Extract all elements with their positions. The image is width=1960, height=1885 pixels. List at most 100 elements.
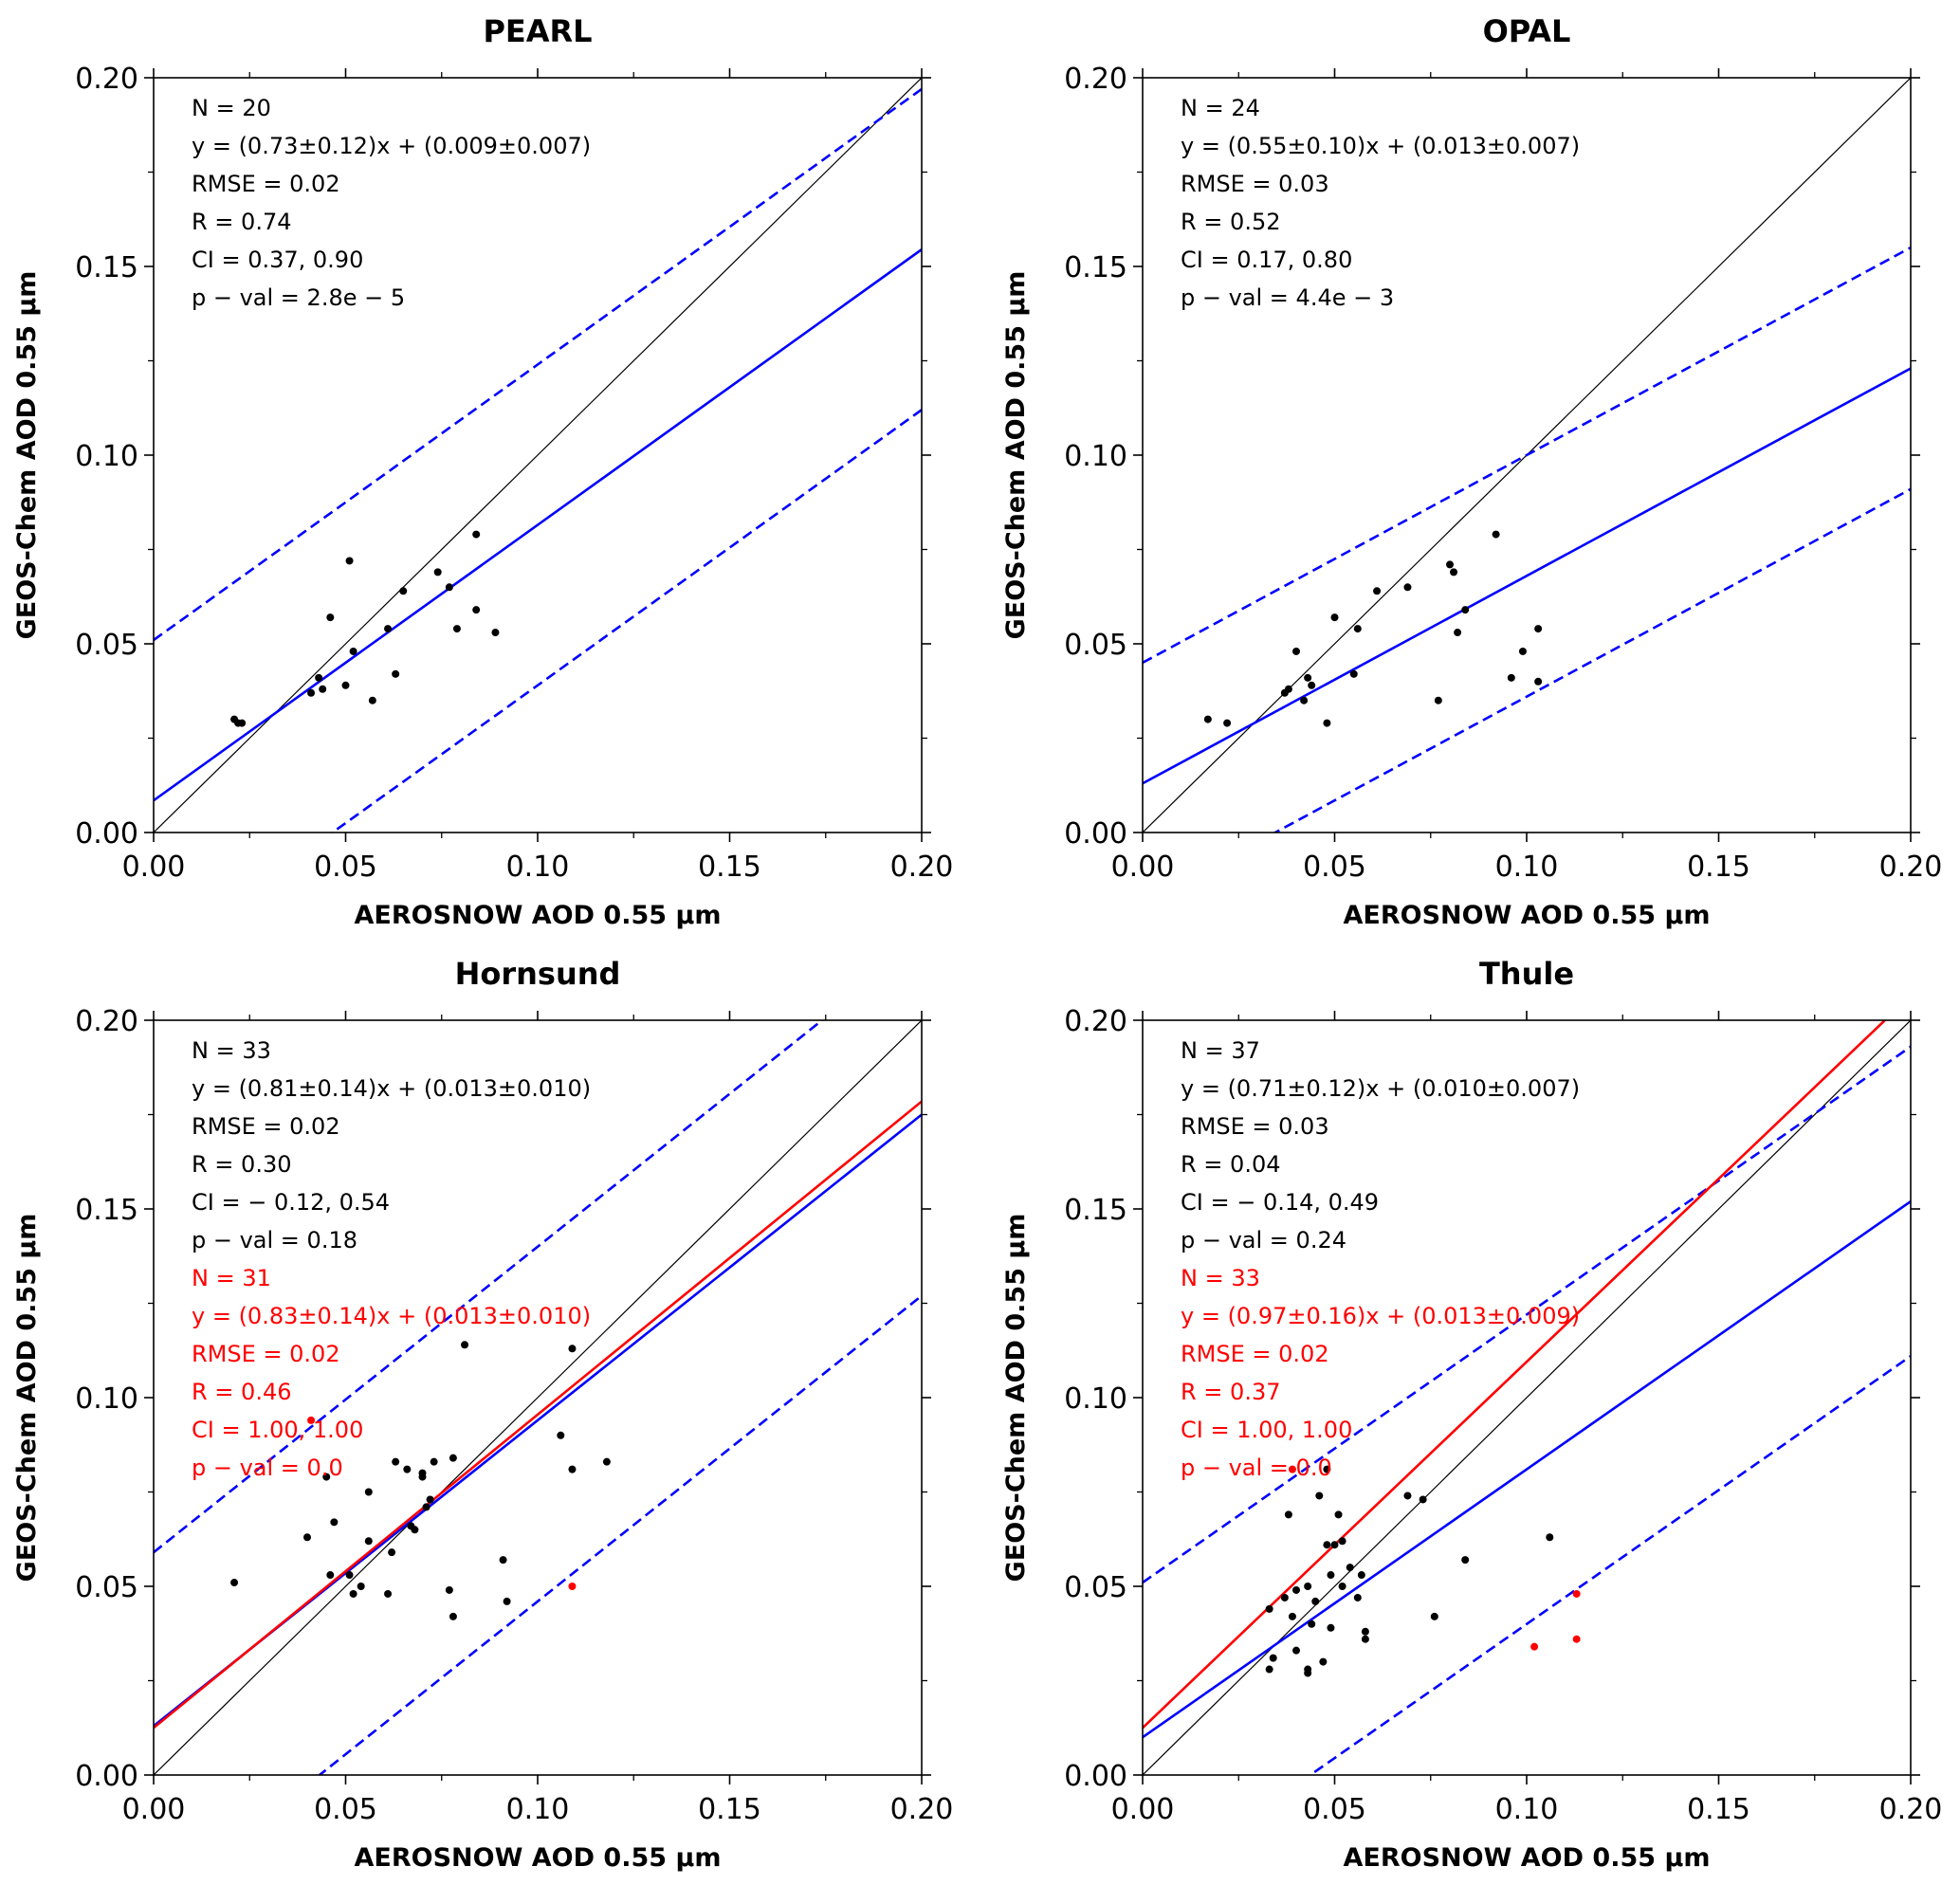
confidence-bound-line [1308, 1355, 1911, 1775]
data-point [357, 1583, 365, 1590]
data-point [1304, 1665, 1312, 1674]
data-point [341, 681, 350, 689]
data-point [1292, 1585, 1300, 1594]
data-point [1323, 1541, 1331, 1549]
data-point [1338, 1537, 1346, 1546]
panel-title: PEARL [483, 13, 592, 49]
data-point [411, 1526, 419, 1534]
data-point [1323, 719, 1331, 727]
y-tick-label: 0.15 [75, 1194, 138, 1227]
regression-stat-text: p − val = 4.4e − 3 [1181, 284, 1394, 311]
regression-fit-line [1143, 367, 1911, 785]
regression-stat-text: CI = 0.17, 0.80 [1181, 247, 1352, 273]
data-point [461, 1341, 469, 1349]
data-point [445, 1585, 453, 1594]
data-point [1450, 568, 1458, 576]
data-point [1323, 1465, 1331, 1473]
data-point [1319, 1657, 1328, 1666]
y-tick-label: 0.00 [1064, 817, 1127, 851]
y-tick-label: 0.00 [1064, 1760, 1127, 1793]
regression-stat-text: y = (0.97±0.16)x + (0.013±0.009) [1181, 1303, 1580, 1329]
data-point [1288, 1612, 1296, 1620]
data-point [1223, 719, 1232, 727]
x-tick-label: 0.15 [1687, 1793, 1750, 1826]
data-point [503, 1597, 511, 1605]
data-point [1534, 677, 1543, 686]
regression-stat-text: CI = 1.00, 1.00 [1181, 1417, 1352, 1443]
regression-stat-text: p − val = 0.18 [192, 1227, 357, 1254]
data-point [368, 696, 376, 705]
data-point [433, 568, 442, 576]
data-point [1284, 685, 1292, 693]
data-point [345, 1571, 354, 1580]
data-point [1327, 1623, 1335, 1632]
y-tick-label: 0.00 [75, 817, 138, 851]
data-point [1327, 1571, 1335, 1580]
data-point [449, 1454, 457, 1462]
x-axis-label: AEROSNOW AOD 0.55 µm [355, 1843, 722, 1873]
data-point [1308, 681, 1316, 689]
regression-stat-text: RMSE = 0.03 [1181, 1113, 1329, 1140]
data-point [1346, 1564, 1354, 1572]
data-point [449, 1612, 457, 1620]
data-point [349, 647, 357, 655]
data-point [1304, 673, 1312, 682]
data-point [499, 1556, 507, 1565]
regression-stat-text: RMSE = 0.02 [192, 171, 340, 197]
data-point [1292, 647, 1300, 655]
regression-stat-text: R = 0.52 [1181, 209, 1280, 235]
regression-stat-text: RMSE = 0.02 [192, 1113, 340, 1140]
data-point [322, 1473, 331, 1481]
excluded-data-point [568, 1583, 577, 1590]
panel-title: OPAL [1483, 13, 1571, 49]
data-point [1492, 530, 1500, 539]
x-tick-label: 0.15 [698, 1793, 761, 1826]
x-axis-label: AEROSNOW AOD 0.55 µm [355, 901, 722, 930]
data-point [1357, 1571, 1365, 1580]
x-tick-label: 0.15 [698, 851, 761, 884]
data-point [602, 1457, 611, 1466]
y-tick-label: 0.20 [1064, 1005, 1127, 1038]
data-point [403, 1465, 412, 1473]
confidence-bound-line [1143, 246, 1911, 665]
excluded-data-point [1572, 1589, 1581, 1598]
regression-stat-text: CI = − 0.12, 0.54 [192, 1189, 390, 1216]
data-point [1304, 1583, 1312, 1590]
regression-stat-text: N = 37 [1181, 1037, 1260, 1064]
x-tick-label: 0.15 [1687, 851, 1750, 884]
regression-stat-text: y = (0.73±0.12)x + (0.009±0.007) [192, 133, 591, 159]
y-axis-label: GEOS-Chem AOD 0.55 µm [1001, 1214, 1031, 1583]
y-tick-label: 0.10 [1064, 440, 1127, 473]
regression-stat-text: N = 31 [192, 1265, 271, 1291]
data-point [472, 606, 481, 614]
y-tick-label: 0.05 [75, 629, 138, 662]
x-tick-label: 0.20 [1879, 851, 1943, 884]
data-point [1353, 1593, 1362, 1601]
regression-stat-text: y = (0.81±0.14)x + (0.013±0.010) [192, 1075, 591, 1102]
data-point [452, 625, 461, 633]
x-tick-label: 0.05 [1303, 1793, 1366, 1826]
data-point [1419, 1495, 1427, 1504]
y-axis-label: GEOS-Chem AOD 0.55 µm [12, 271, 42, 640]
y-tick-label: 0.10 [1064, 1382, 1127, 1416]
regression-stat-text: CI = 1.00, 1.00 [192, 1417, 363, 1443]
data-point [315, 673, 323, 682]
data-point [1349, 669, 1358, 678]
data-point [1361, 1627, 1369, 1636]
x-axis-label: AEROSNOW AOD 0.55 µm [1344, 901, 1711, 930]
x-tick-label: 0.20 [890, 851, 954, 884]
data-point [1311, 1597, 1320, 1605]
x-tick-label: 0.10 [1495, 851, 1559, 884]
confidence-bound-line [330, 409, 922, 833]
data-point [418, 1473, 427, 1481]
data-point [326, 1571, 335, 1580]
data-point [1269, 1654, 1277, 1662]
x-tick-label: 0.10 [1495, 1793, 1559, 1826]
data-point [330, 1518, 339, 1527]
data-point [430, 1457, 438, 1466]
data-point [349, 1589, 357, 1598]
x-tick-label: 0.00 [1111, 851, 1175, 884]
y-tick-label: 0.20 [75, 1005, 138, 1038]
regression-stat-text: N = 33 [1181, 1265, 1260, 1291]
y-tick-label: 0.15 [1064, 1194, 1127, 1227]
